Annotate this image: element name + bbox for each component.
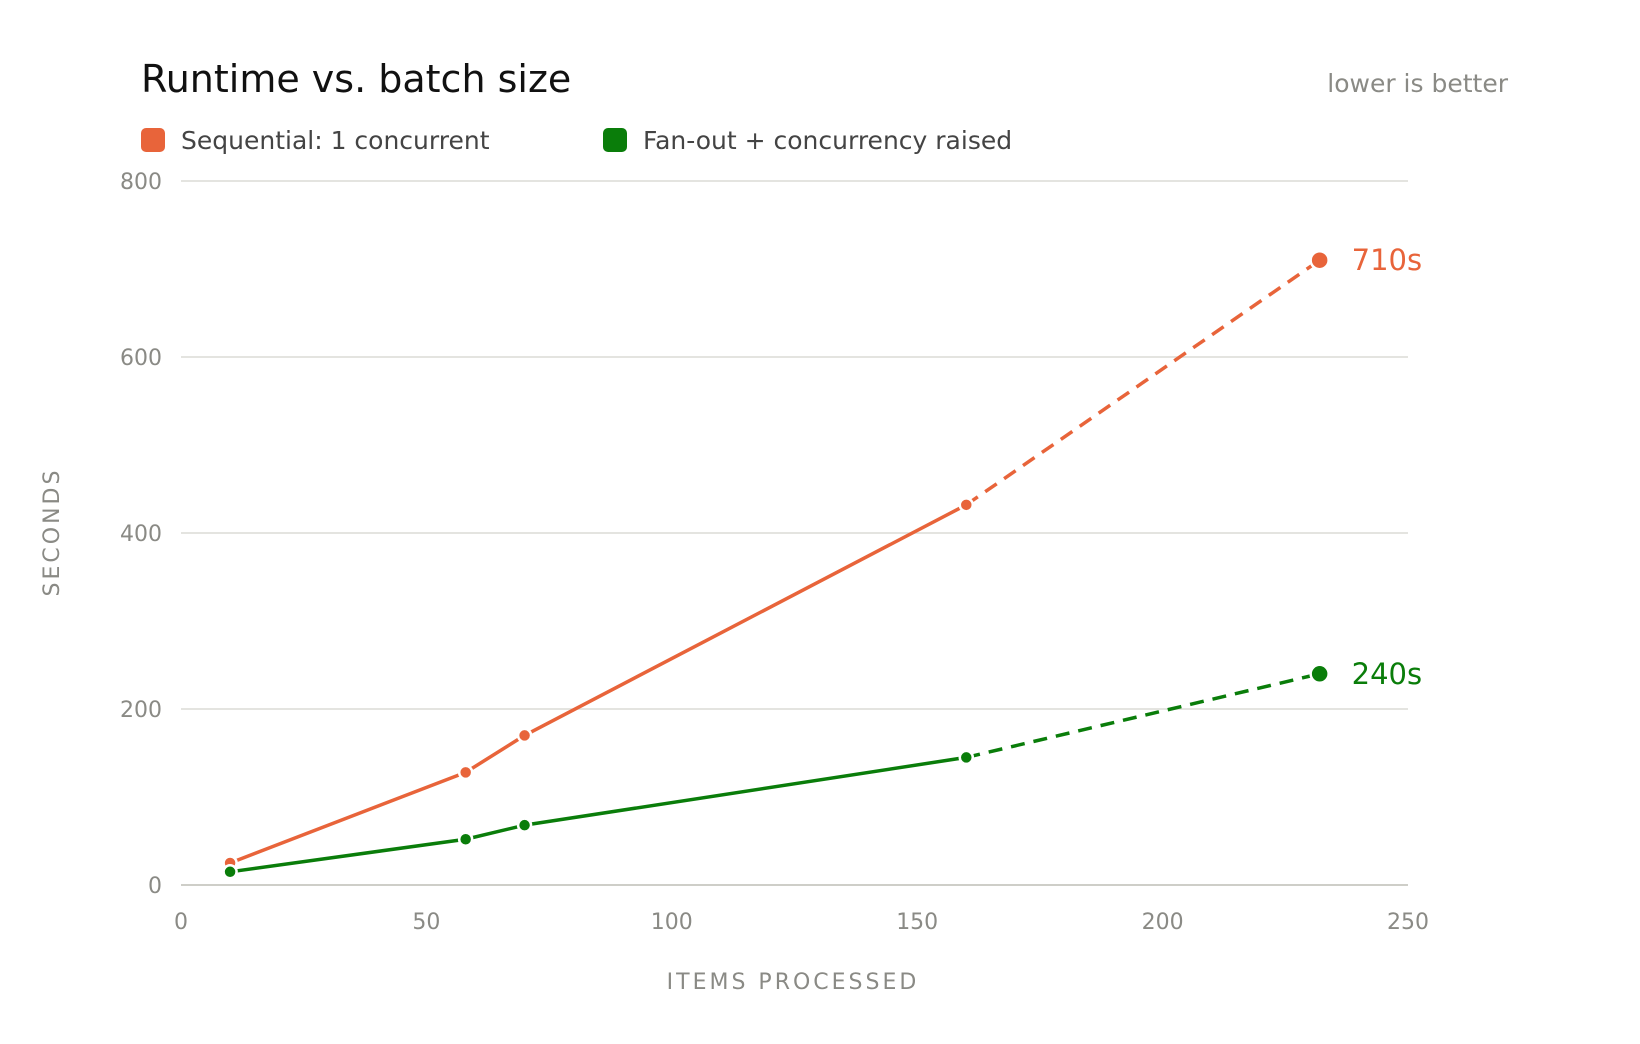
data-point-sequential-2[interactable] (516, 727, 533, 744)
end-label-sequential: 710s (1352, 243, 1422, 277)
legend-item-sequential[interactable]: Sequential: 1 concurrent (141, 126, 490, 155)
x-tick-label-250: 250 (1387, 910, 1429, 935)
series-markers (222, 249, 1330, 880)
series-projection-sequential (965, 258, 1321, 507)
end-label-fan-out: 240s (1352, 657, 1422, 691)
y-tick-label-400: 400 (120, 522, 162, 547)
legend: Sequential: 1 concurrent Fan-out + concu… (141, 126, 1012, 155)
y-axis-title: SECONDS (40, 468, 65, 597)
legend-label-fan-out: Fan-out + concurrency raised (643, 126, 1012, 155)
x-axis-title: ITEMS PROCESSED (667, 970, 920, 995)
x-tick-label-200: 200 (1142, 910, 1184, 935)
data-point-fan-out-2[interactable] (516, 817, 533, 833)
data-point-sequential-projected-end[interactable] (1309, 249, 1330, 271)
series-line-fan-out (228, 755, 969, 874)
y-tick-label-600: 600 (120, 346, 162, 371)
x-tick-label-0: 0 (174, 910, 188, 935)
chart-subtitle: lower is better (1327, 69, 1508, 98)
data-point-fan-out-1[interactable] (457, 831, 474, 847)
axis-ticks: 0 200 400 600 800 0 50 100 150 200 250 (120, 170, 1429, 935)
data-point-sequential-1[interactable] (457, 764, 474, 781)
series-lines (228, 258, 1321, 874)
legend-label-sequential: Sequential: 1 concurrent (181, 126, 490, 155)
data-point-fan-out-0[interactable] (222, 864, 238, 880)
x-tick-label-100: 100 (651, 910, 693, 935)
y-tick-label-0: 0 (148, 874, 162, 899)
series-projection-fan-out (965, 672, 1321, 760)
end-labels: 710s 240s (1352, 243, 1422, 691)
gridlines (181, 180, 1408, 886)
legend-swatch-fan-out (603, 128, 627, 152)
legend-swatch-sequential (141, 128, 165, 152)
x-tick-label-50: 50 (412, 910, 440, 935)
data-point-sequential-3[interactable] (958, 497, 975, 513)
data-point-fan-out-3[interactable] (958, 749, 975, 766)
y-tick-label-800: 800 (120, 170, 162, 195)
data-point-fan-out-projected-end[interactable] (1309, 663, 1330, 685)
y-tick-label-200: 200 (120, 698, 162, 723)
series-line-sequential (228, 503, 969, 865)
x-tick-label-150: 150 (896, 910, 938, 935)
legend-item-fan-out[interactable]: Fan-out + concurrency raised (603, 126, 1012, 155)
chart-title: Runtime vs. batch size (141, 57, 571, 101)
